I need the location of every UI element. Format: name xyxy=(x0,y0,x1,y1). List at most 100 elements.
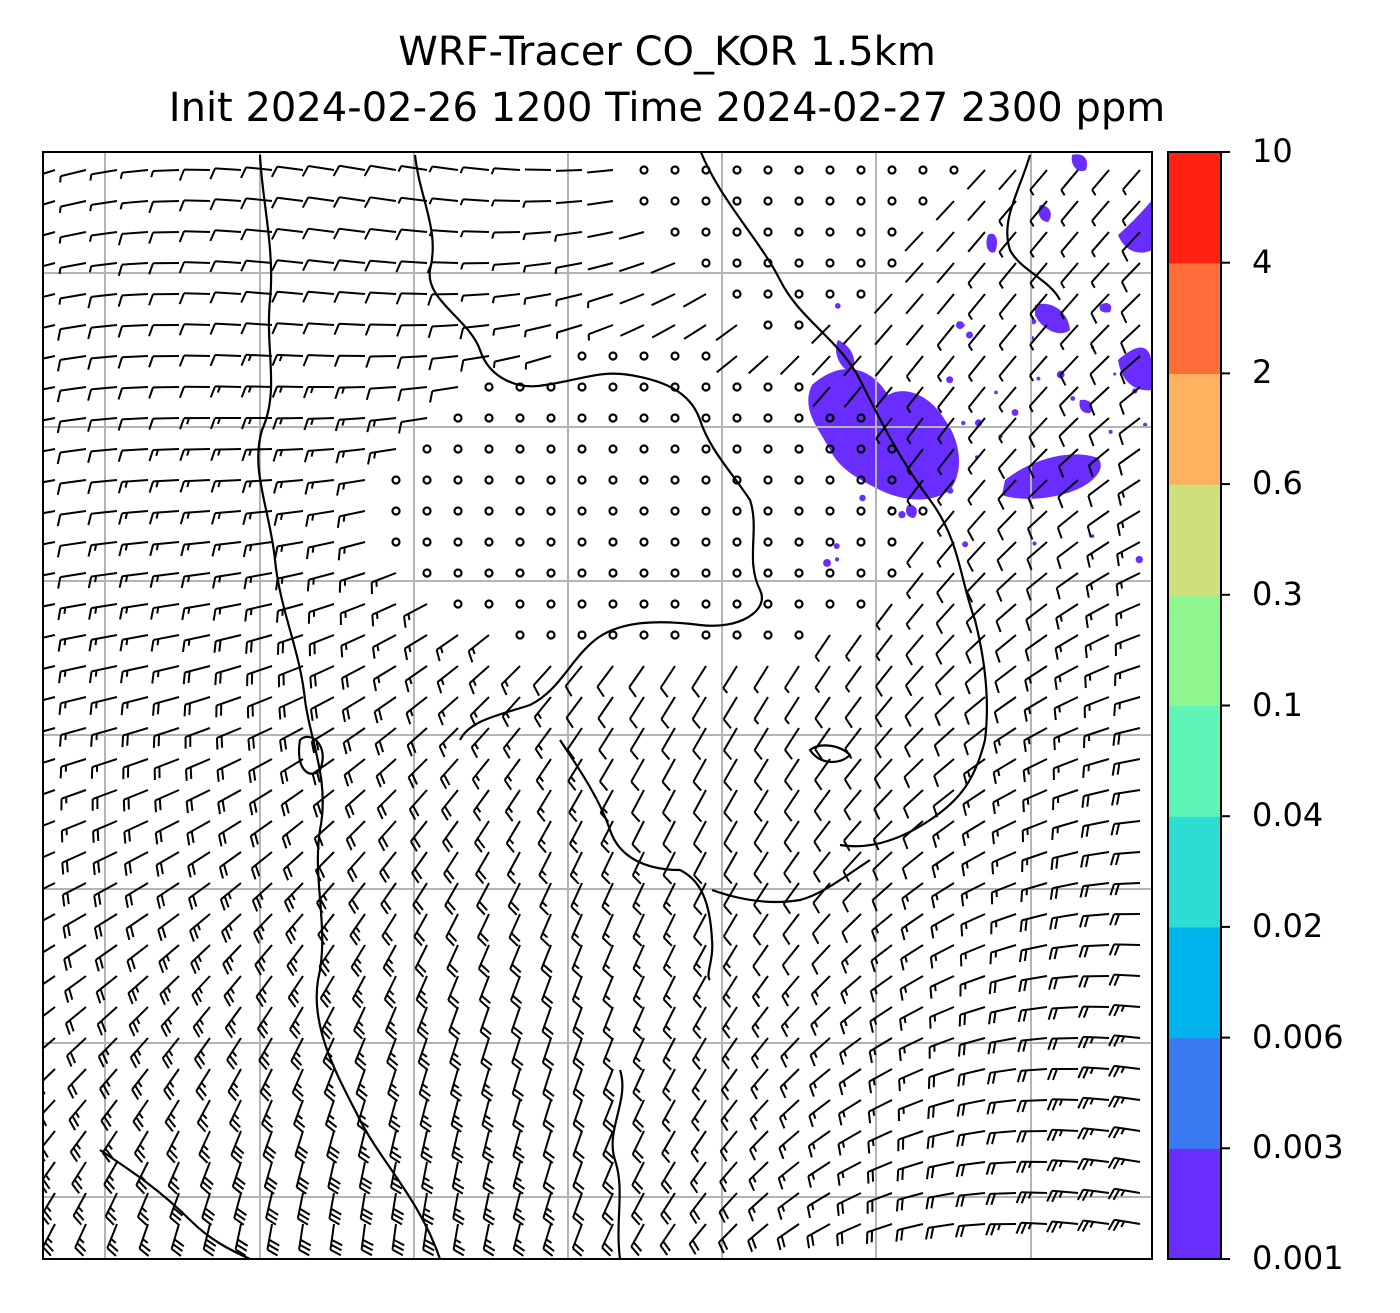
wind-barb xyxy=(185,758,211,781)
coastline xyxy=(559,739,714,981)
wind-barb xyxy=(692,1006,707,1040)
wind-barb xyxy=(148,262,180,275)
wind-barb xyxy=(161,1037,180,1069)
tracer-plume-area xyxy=(1118,200,1152,253)
wind-barb xyxy=(630,1192,645,1226)
wind-barb xyxy=(691,1099,707,1132)
wind-barb xyxy=(701,382,711,392)
wind-barb xyxy=(990,882,1017,905)
wind-barb xyxy=(272,417,304,430)
wind-barb xyxy=(312,789,335,818)
wind-barb xyxy=(732,475,742,485)
wind-barb xyxy=(1078,975,1110,988)
wind-barb xyxy=(608,630,618,640)
wind-barb xyxy=(998,200,1017,227)
wind-barb xyxy=(178,230,211,243)
wind-barb xyxy=(763,413,773,423)
wind-barb xyxy=(692,789,707,823)
wind-barb xyxy=(253,913,273,944)
wind-barb xyxy=(602,1037,614,1071)
wind-barb xyxy=(555,293,583,307)
wind-barb xyxy=(1107,1156,1141,1170)
wind-barb xyxy=(608,444,618,454)
wind-barb xyxy=(406,727,428,757)
wind-barb xyxy=(570,913,583,947)
wind-barb xyxy=(351,975,366,1009)
wind-barb xyxy=(1107,1218,1141,1232)
colorbar-segment xyxy=(1168,373,1221,485)
colorbar xyxy=(1167,151,1230,1260)
wind-barb xyxy=(814,696,831,729)
wind-barb xyxy=(43,1099,56,1130)
wind-barb xyxy=(242,510,273,526)
wind-barb xyxy=(1027,479,1048,510)
wind-barb xyxy=(276,634,304,655)
wind-barb xyxy=(405,696,428,725)
wind-barb xyxy=(127,975,149,1005)
wind-barb xyxy=(542,1161,555,1195)
wind-barb xyxy=(779,1068,800,1099)
wind-barb xyxy=(265,1192,279,1226)
wind-barb xyxy=(794,258,804,268)
wind-barb xyxy=(1059,293,1079,320)
wind-barb xyxy=(327,1161,341,1195)
wind-barb xyxy=(1023,727,1048,753)
wind-barb xyxy=(723,789,738,823)
wind-barb xyxy=(1052,789,1079,811)
wind-barb xyxy=(427,293,459,306)
coastline xyxy=(297,735,324,775)
wind-barb xyxy=(339,603,366,626)
wind-barb xyxy=(178,168,211,181)
wind-barb xyxy=(306,572,335,592)
wind-barb xyxy=(296,1192,311,1226)
wind-barb xyxy=(844,696,862,729)
colorbar-tick-label: 0.3 xyxy=(1252,574,1303,613)
wind-barb xyxy=(992,789,1017,815)
wind-barb xyxy=(906,448,924,476)
wind-barb xyxy=(148,200,180,214)
wind-barb xyxy=(546,630,556,640)
tracer-plume-area xyxy=(1099,302,1112,313)
wind-barb xyxy=(117,293,149,307)
coastline xyxy=(257,154,442,1259)
wind-barb xyxy=(794,165,804,175)
wind-barb xyxy=(763,289,773,299)
wind-barb xyxy=(918,165,928,175)
tracer-plume-area xyxy=(1071,154,1088,172)
wind-barb xyxy=(117,448,149,463)
wind-barb xyxy=(608,568,618,578)
wind-barb xyxy=(763,475,773,485)
wind-barb xyxy=(71,1161,87,1194)
wind-barb xyxy=(365,355,397,368)
wind-barb xyxy=(209,260,242,273)
colorbar-tick-label: 2 xyxy=(1252,353,1273,392)
wind-barb xyxy=(510,975,523,1009)
wind-barb xyxy=(43,1037,56,1063)
wind-barb xyxy=(119,169,149,180)
wind-barb xyxy=(117,479,149,494)
wind-barb xyxy=(723,882,738,916)
wind-barb xyxy=(905,293,924,315)
wind-barb xyxy=(198,1130,211,1164)
wind-barb xyxy=(1081,789,1110,808)
wind-barb xyxy=(303,417,335,431)
wind-barb xyxy=(750,1068,769,1100)
wind-barb xyxy=(248,789,273,816)
wind-barb xyxy=(753,665,769,694)
wind-barb xyxy=(69,1130,87,1163)
wind-barb xyxy=(209,198,242,211)
wind-barb xyxy=(1017,1006,1048,1023)
wind-barb xyxy=(346,851,366,883)
wind-barb xyxy=(688,1223,707,1255)
wind-barb xyxy=(214,665,242,686)
wind-barb xyxy=(468,665,490,695)
wind-barb xyxy=(784,665,800,694)
wind-barb xyxy=(178,354,211,367)
wind-barb xyxy=(887,537,897,547)
wind-barb xyxy=(601,1192,614,1226)
wind-barb xyxy=(391,475,401,485)
wind-barb xyxy=(460,355,490,372)
wind-barb xyxy=(546,599,556,609)
wind-barb xyxy=(505,820,521,854)
wind-barb xyxy=(334,386,366,400)
